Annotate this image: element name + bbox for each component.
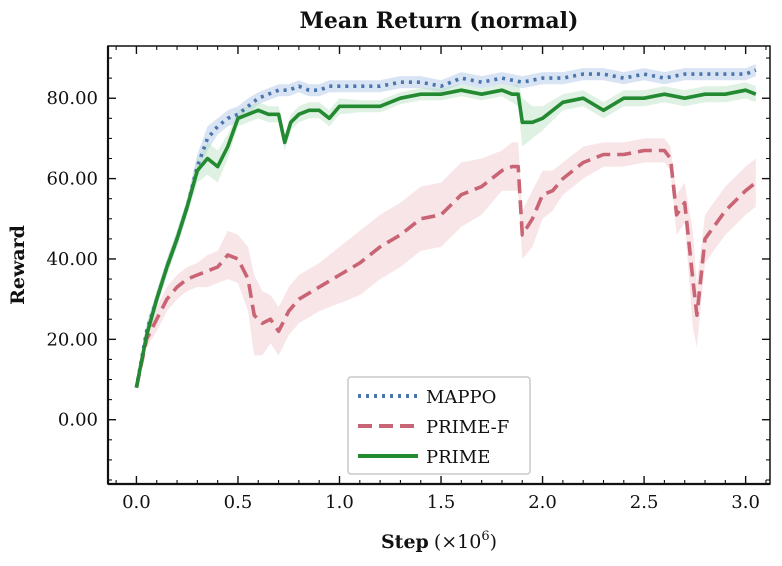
x-tick-label: 2.5 — [630, 492, 659, 513]
x-tick-label: 1.0 — [325, 492, 354, 513]
y-axis-label: Reward — [7, 225, 29, 305]
legend: MAPPO PRIME-F PRIME — [347, 376, 531, 475]
y-tick-label: 20.00 — [46, 329, 98, 350]
legend-label-prime: PRIME — [426, 447, 490, 468]
x-tick-label: 0.5 — [224, 492, 253, 513]
axis-ticks: 0.0 0.5 1.0 1.5 2.0 2.5 3.0 0.00 20.00 40.00 60.00… — [46, 46, 770, 513]
x-tick-label: 3.0 — [731, 492, 760, 513]
y-tick-label: 40.00 — [46, 249, 98, 270]
legend-label-prime-f: PRIME-F — [426, 417, 509, 438]
band-prime-f — [136, 138, 756, 388]
series-line-prime — [134, 88, 757, 388]
y-tick-label: 0.00 — [58, 410, 98, 431]
legend-label-mappo: MAPPO — [426, 387, 496, 408]
x-tick-label: 0.0 — [122, 492, 151, 513]
x-axis-label: Step (×106) — [381, 529, 497, 553]
confidence-bands — [136, 64, 756, 388]
x-tick-label: 1.5 — [427, 492, 456, 513]
x-axis-label-unit: (×10 — [434, 531, 482, 553]
x-axis-label-close: ) — [490, 531, 497, 553]
series-line-prime-f — [134, 148, 757, 388]
y-tick-label: 60.00 — [46, 169, 98, 190]
plot-axes — [106, 45, 771, 486]
chart-title: Mean Return (normal) — [300, 8, 579, 34]
x-axis-label-exponent: 6 — [481, 529, 489, 544]
x-axis-label-main: Step — [381, 531, 429, 553]
y-tick-label: 80.00 — [46, 88, 98, 109]
series-lines — [134, 68, 757, 388]
x-tick-label: 2.0 — [528, 492, 557, 513]
legend-box — [347, 376, 531, 475]
